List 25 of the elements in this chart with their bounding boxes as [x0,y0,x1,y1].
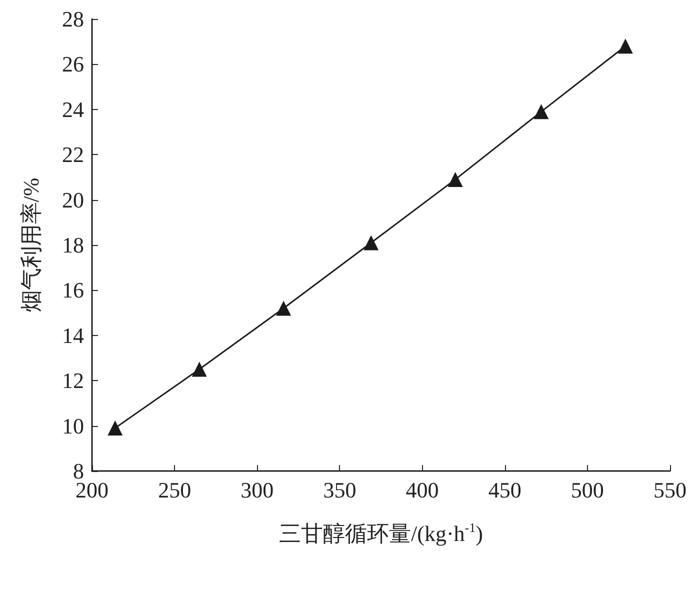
x-tick-label: 500 [570,478,604,502]
y-axis-title: 烟气利用率/% [18,178,44,312]
x-tick-label: 300 [240,478,274,502]
x-tick-label: 250 [158,478,192,502]
point [108,420,123,436]
point [192,362,207,377]
point [618,38,633,54]
y-tick-label: 10 [62,413,84,438]
y-tick-label: 20 [62,187,84,212]
y-tick-label: 16 [62,278,84,303]
x-tick-label: 350 [323,478,356,502]
y-tick-label: 12 [62,368,84,394]
y-tick-label: 14 [62,322,84,348]
point [534,104,549,120]
y-tick-label: 22 [62,142,84,168]
point [448,172,463,187]
y-tick-label: 24 [62,96,84,122]
x-tick-label: 450 [488,478,522,502]
y-tick-label: 18 [62,232,84,258]
point [364,235,379,250]
y-tick-label: 26 [62,52,84,77]
point [276,300,292,316]
x-tick-label: 400 [406,478,439,502]
x-tick-label: 550 [654,478,686,502]
y-tick-label: 28 [62,6,84,32]
